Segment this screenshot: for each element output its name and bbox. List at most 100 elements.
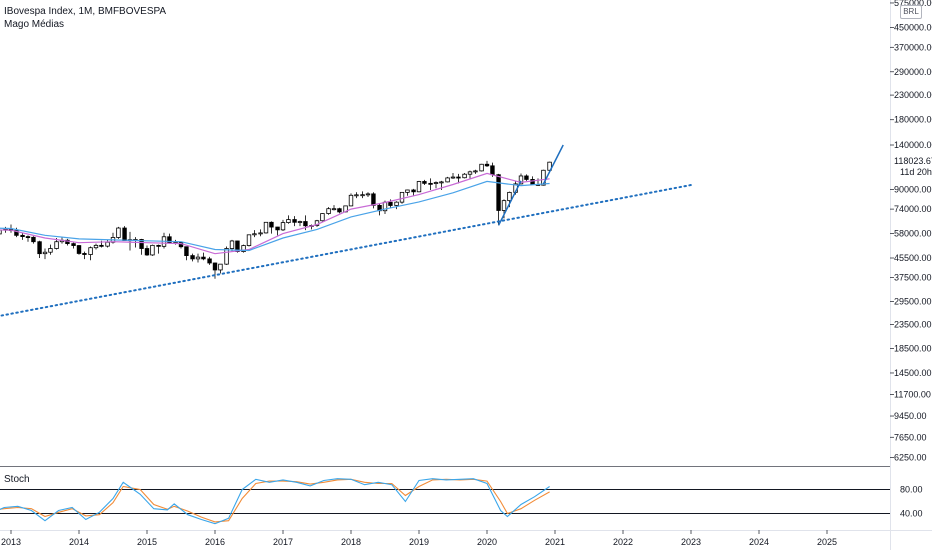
price-pane[interactable] [0, 144, 692, 320]
candle-body [150, 244, 155, 256]
candle-body [229, 240, 235, 249]
candle[interactable] [326, 207, 331, 215]
ma-fast-line[interactable] [0, 172, 550, 255]
candle[interactable] [20, 232, 25, 240]
candle[interactable] [167, 233, 172, 244]
channel-trendline[interactable] [497, 180, 522, 226]
candle[interactable] [354, 192, 359, 199]
candle-body [156, 244, 161, 247]
candle[interactable] [144, 245, 150, 256]
candle[interactable] [394, 201, 399, 210]
candle[interactable] [127, 231, 133, 251]
price-tick-label: 58000.00 [894, 229, 932, 239]
candle[interactable] [31, 236, 36, 244]
candle[interactable] [371, 192, 376, 209]
candle[interactable] [25, 235, 31, 242]
candle[interactable] [116, 226, 121, 239]
candle[interactable] [76, 244, 82, 255]
candle[interactable] [93, 243, 99, 250]
candle-body [411, 189, 416, 193]
candle[interactable] [416, 180, 422, 193]
currency-badge[interactable]: BRL [900, 5, 922, 19]
candle[interactable] [405, 189, 410, 196]
price-tick-label: 90000.00 [894, 184, 932, 194]
candle[interactable] [82, 251, 87, 260]
candle[interactable] [105, 239, 110, 248]
candle[interactable] [428, 178, 433, 190]
candle[interactable] [422, 179, 427, 186]
candle[interactable] [456, 173, 461, 184]
candle[interactable] [42, 248, 48, 260]
candle-body [105, 241, 110, 247]
candle[interactable] [190, 253, 195, 262]
stoch-d-line[interactable] [0, 478, 550, 523]
time-tick-label: 2024 [749, 537, 769, 547]
candle[interactable] [212, 262, 218, 279]
candle[interactable] [218, 263, 223, 274]
candle-body [167, 236, 172, 244]
candle[interactable] [496, 173, 501, 226]
candle-body [286, 219, 291, 224]
symbol-title[interactable]: IBovespa Index, 1M, BMFBOVESPA [4, 6, 167, 17]
dotted-trendline[interactable] [0, 184, 692, 320]
candle-body [399, 191, 405, 203]
candle[interactable] [348, 193, 354, 207]
candle[interactable] [195, 253, 201, 263]
price-tick-label: 23500.00 [894, 319, 932, 329]
candle[interactable] [37, 240, 42, 258]
candle[interactable] [139, 238, 144, 255]
candle-body [326, 208, 331, 214]
indicator-label[interactable]: Mago Médias [4, 19, 65, 30]
candle[interactable] [484, 160, 490, 167]
candle[interactable] [48, 244, 53, 255]
candle[interactable] [65, 238, 70, 246]
candle[interactable] [122, 226, 127, 241]
candle[interactable] [246, 234, 252, 247]
price-tick-label: 45500.00 [894, 253, 932, 263]
candle[interactable] [479, 163, 484, 172]
ma-slow-line[interactable] [0, 180, 550, 252]
candle[interactable] [473, 169, 478, 174]
candle[interactable] [178, 241, 184, 249]
candle[interactable] [450, 172, 456, 179]
candle[interactable] [241, 244, 246, 253]
candle[interactable] [411, 188, 416, 196]
candle[interactable] [207, 256, 212, 265]
candle[interactable] [156, 244, 161, 254]
stoch-k-line[interactable] [0, 478, 550, 525]
candle-body [394, 201, 399, 206]
candle[interactable] [365, 192, 371, 197]
candle[interactable] [337, 207, 342, 214]
candle[interactable] [462, 172, 467, 179]
candle[interactable] [331, 205, 337, 211]
candle[interactable] [320, 213, 325, 222]
candle[interactable] [258, 229, 263, 237]
candle[interactable] [280, 219, 286, 232]
candle[interactable] [297, 220, 303, 227]
candle[interactable] [360, 191, 365, 199]
candle[interactable] [467, 170, 473, 180]
candle[interactable] [269, 221, 274, 234]
candle-body [99, 244, 104, 247]
candle[interactable] [184, 246, 189, 261]
candle[interactable] [150, 244, 155, 256]
candle[interactable] [377, 203, 382, 216]
candle[interactable] [263, 221, 269, 234]
candle[interactable] [433, 181, 439, 189]
candle[interactable] [201, 252, 206, 261]
candle[interactable] [524, 174, 529, 181]
candle-body [14, 230, 19, 236]
stoch-indicator-label[interactable]: Stoch [4, 474, 30, 485]
candle[interactable] [0, 229, 2, 236]
candle[interactable] [286, 215, 291, 224]
candle[interactable] [275, 226, 280, 236]
channel-trendline[interactable] [542, 144, 564, 185]
candle-body [433, 182, 439, 184]
candle[interactable] [71, 242, 76, 249]
candle[interactable] [252, 230, 257, 238]
candle[interactable] [88, 246, 93, 261]
stoch-pane[interactable] [0, 478, 890, 525]
candle[interactable] [292, 216, 297, 227]
candle[interactable] [445, 176, 450, 183]
